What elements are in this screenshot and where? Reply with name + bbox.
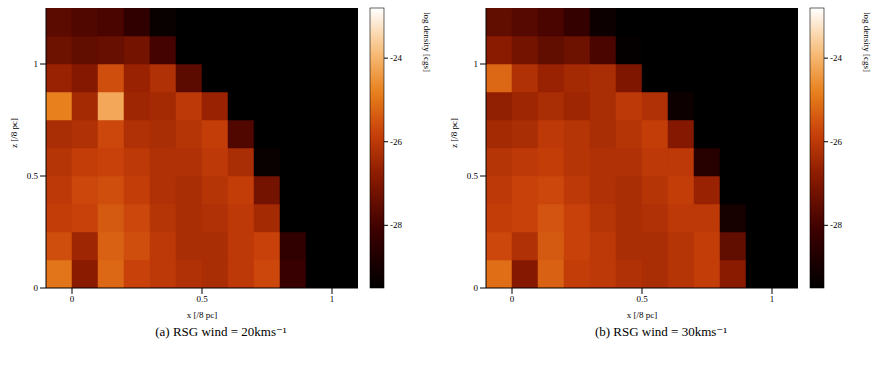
svg-text:-28: -28 — [830, 220, 842, 230]
svg-text:1: 1 — [330, 294, 335, 304]
svg-text:-26: -26 — [830, 137, 842, 147]
svg-text:0.5: 0.5 — [27, 171, 39, 181]
svg-text:0: 0 — [34, 283, 39, 293]
svg-text:0: 0 — [474, 283, 479, 293]
svg-text:0.5: 0.5 — [196, 294, 208, 304]
svg-text:0.5: 0.5 — [636, 294, 648, 304]
svg-text:1: 1 — [34, 59, 39, 69]
svg-text:0: 0 — [70, 294, 75, 304]
svg-text:x [/8 pc]: x [/8 pc] — [627, 310, 658, 320]
svg-text:1: 1 — [474, 59, 479, 69]
svg-text:0: 0 — [510, 294, 515, 304]
svg-text:x [/8 pc]: x [/8 pc] — [187, 310, 218, 320]
svg-text:-24: -24 — [390, 53, 402, 63]
svg-text:0.5: 0.5 — [467, 171, 479, 181]
svg-text:z [/8 pc]: z [/8 pc] — [9, 118, 19, 148]
svg-text:-26: -26 — [390, 137, 402, 147]
html-text:(b) RSG wind = 30kms⁻¹: (b) RSG wind = 30kms⁻¹ — [594, 324, 728, 339]
svg-text:1: 1 — [770, 294, 775, 304]
svg-text:log density [cgs]: log density [cgs] — [422, 12, 432, 72]
html-text:(a) RSG wind = 20kms⁻¹: (a) RSG wind = 20kms⁻¹ — [155, 324, 287, 339]
svg-text:-24: -24 — [830, 53, 842, 63]
svg-text:z [/8 pc]: z [/8 pc] — [449, 118, 459, 148]
svg-text:log density [cgs]: log density [cgs] — [862, 12, 872, 72]
svg-text:-28: -28 — [390, 220, 402, 230]
